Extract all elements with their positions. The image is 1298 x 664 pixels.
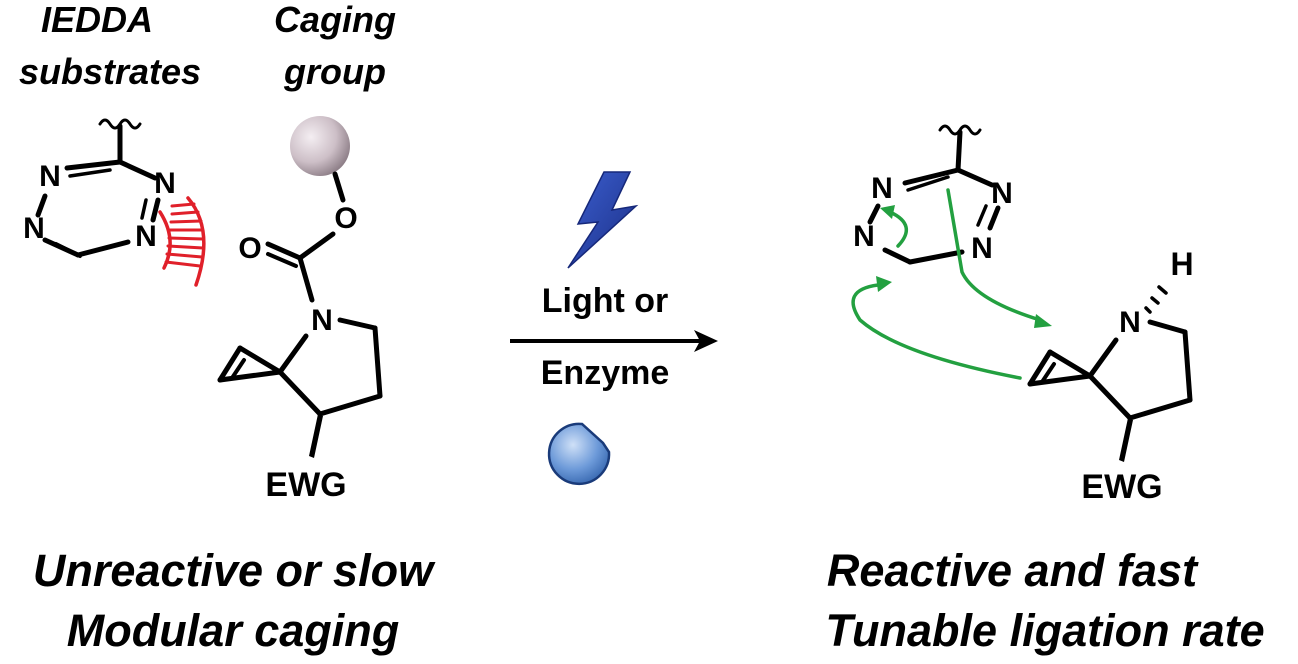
lightning-bolt-icon [567,171,639,269]
right-tetrazine-atom-n2: N [991,177,1013,210]
condition-bottom-label: Enzyme [541,354,670,392]
iedda-label-line1: IEDDA [41,0,153,40]
carbamate-oxygen-ester: O [334,202,357,235]
right-amine-hydrogen: H [1170,246,1193,282]
reaction-arrow-head [694,330,718,352]
enzyme-pacman-icon [547,422,611,486]
right-tetrazine-atom-n1: N [871,172,893,205]
caging-label-line1: Caging [274,0,396,40]
caging-group-sphere [290,116,350,176]
steric-clash-mark [158,196,206,287]
tetrazine-atom-n2: N [154,167,176,200]
tetrazine-atom-n3: N [23,212,45,245]
left-caged-molecule: O O N EWG [217,116,383,504]
left-ewg-label: EWG [265,466,346,504]
pyrrolidine-nitrogen: N [311,304,333,337]
right-caption-line1: Reactive and fast [827,545,1199,596]
iedda-label-line2: substrates [19,51,201,92]
left-caption-line1: Unreactive or slow [33,545,436,596]
right-uncaged-molecule: H N EWG [1027,246,1194,506]
caging-label-line2: group [283,51,386,92]
right-ewg-label: EWG [1081,468,1162,506]
right-caption-line2: Tunable ligation rate [825,605,1264,656]
right-tetrazine-atom-n4: N [971,232,993,265]
left-caption-line2: Modular caging [67,605,400,656]
right-tetrazine: N N N N [853,124,1013,265]
electron-flow-arrows [851,188,1052,380]
tetrazine-atom-n1: N [39,160,61,193]
left-tetrazine: N N N N [23,118,176,258]
carbamate-oxygen-carbonyl: O [238,232,261,265]
right-tetrazine-atom-n3: N [853,220,875,253]
tetrazine-atom-n4: N [135,220,157,253]
right-pyrrolidine-nitrogen: N [1119,306,1141,339]
condition-top-label: Light or [542,282,669,320]
